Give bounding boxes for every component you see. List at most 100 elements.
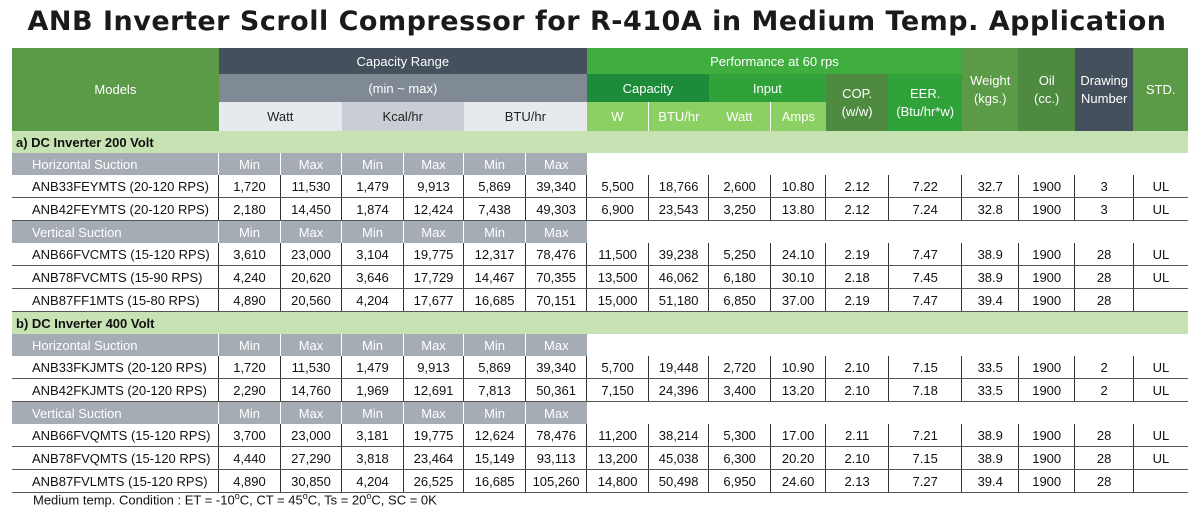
table-cell: 46,062 xyxy=(648,265,710,289)
table-cell: 2.11 xyxy=(825,424,889,447)
model-name: ANB33FEYMTS (20-120 RPS) xyxy=(12,175,220,198)
table-cell: 1,479 xyxy=(341,175,404,198)
group-row-spacer xyxy=(586,220,1188,243)
table-cell: 6,950 xyxy=(708,469,771,493)
header-std: STD. xyxy=(1133,48,1188,131)
min-label: Min xyxy=(341,153,404,175)
table-cell: 1900 xyxy=(1018,446,1076,470)
table-cell: 11,530 xyxy=(280,175,343,198)
table-cell: 3,250 xyxy=(708,197,771,221)
min-label: Min xyxy=(218,153,281,175)
table-cell: 38.9 xyxy=(961,243,1019,266)
table-cell: 5,500 xyxy=(586,175,649,198)
table-cell: 4,890 xyxy=(218,469,281,493)
table-cell: 20,620 xyxy=(280,265,343,289)
section-row: b) DC Inverter 400 Volt xyxy=(12,311,1188,334)
min-label: Min xyxy=(341,401,404,424)
section-title: a) DC Inverter 200 Volt xyxy=(12,131,1188,153)
table-cell: UL xyxy=(1133,175,1188,198)
table-cell: 24,396 xyxy=(648,378,710,402)
model-name: ANB87FF1MTS (15-80 RPS) xyxy=(12,288,220,312)
header-capacity: Capacity xyxy=(586,74,709,102)
table-cell: 2.12 xyxy=(825,175,889,198)
table-cell: UL xyxy=(1133,243,1188,266)
table-cell: 5,869 xyxy=(463,175,526,198)
table-cell xyxy=(1133,469,1188,493)
table-cell: 1900 xyxy=(1018,243,1076,266)
table-body: a) DC Inverter 200 Volt Horizontal Suctio… xyxy=(12,131,1188,493)
model-name: ANB42FEYMTS (20-120 RPS) xyxy=(12,197,220,221)
table-cell: 7.21 xyxy=(888,424,963,447)
table-cell: 32.7 xyxy=(961,175,1019,198)
table-cell: 20,560 xyxy=(280,288,343,312)
header-btu: BTU/hr xyxy=(463,102,587,131)
min-label: Min xyxy=(218,334,281,356)
table-row: ANB87FVLMTS (15-120 RPS) 4,890 30,850 4,204… xyxy=(12,469,1188,493)
table-cell: 4,440 xyxy=(218,446,281,470)
table-cell: 1900 xyxy=(1018,197,1076,221)
max-label: Max xyxy=(279,220,342,243)
table-cell: 7.15 xyxy=(888,356,963,379)
compressor-spec-table: Models Capacity Range Performance at 60 … xyxy=(12,48,1188,493)
table-cell: 1,720 xyxy=(218,175,281,198)
header-performance: Performance at 60 rps xyxy=(586,48,962,74)
table-cell: 6,900 xyxy=(586,197,649,221)
table-cell: 5,700 xyxy=(586,356,649,379)
table-cell: 3,818 xyxy=(341,446,404,470)
table-cell: 28 xyxy=(1074,446,1134,470)
table-row: ANB66FVCMTS (15-120 RPS) 3,610 23,000 3,104… xyxy=(12,243,1188,266)
table-cell: 23,000 xyxy=(280,243,343,266)
table-cell: 6,850 xyxy=(708,288,771,312)
table-cell: 14,450 xyxy=(280,197,343,221)
table-cell: 2.10 xyxy=(825,378,889,402)
table-cell: 5,869 xyxy=(463,356,526,379)
model-name: ANB33FKJMTS (20-120 RPS) xyxy=(12,356,220,379)
max-label: Max xyxy=(524,153,587,175)
table-cell: 17.00 xyxy=(770,424,827,447)
header-cop: COP. (w/w) xyxy=(825,74,889,131)
min-label: Min xyxy=(341,220,404,243)
table-cell: 17,729 xyxy=(403,265,465,289)
table-cell: UL xyxy=(1133,356,1188,379)
table-cell: 49,303 xyxy=(525,197,588,221)
table-cell: 1,969 xyxy=(341,378,404,402)
table-cell: 1,720 xyxy=(218,356,281,379)
table-cell: 13.80 xyxy=(770,197,827,221)
table-cell: 7,150 xyxy=(586,378,649,402)
table-cell: 13,500 xyxy=(586,265,649,289)
table-cell: 4,890 xyxy=(218,288,281,312)
model-name: ANB78FVCMTS (15-90 RPS) xyxy=(12,265,220,289)
table-cell: 28 xyxy=(1074,424,1134,447)
table-cell: 9,913 xyxy=(403,356,465,379)
section-row: a) DC Inverter 200 Volt xyxy=(12,131,1188,153)
table-cell: 23,000 xyxy=(280,424,343,447)
max-label: Max xyxy=(402,401,464,424)
table-cell: 39.4 xyxy=(961,469,1019,493)
table-cell: 93,113 xyxy=(525,446,588,470)
table-cell: 10.80 xyxy=(770,175,827,198)
table-row: ANB42FEYMTS (20-120 RPS) 2,180 14,450 1,874… xyxy=(12,197,1188,221)
table-cell: 2.19 xyxy=(825,243,889,266)
table-row: ANB33FKJMTS (20-120 RPS) 1,720 11,530 1,479… xyxy=(12,356,1188,379)
table-cell: 1900 xyxy=(1018,175,1076,198)
max-label: Max xyxy=(524,334,587,356)
table-cell: 3 xyxy=(1074,197,1134,221)
model-name: ANB78FVQMTS (15-120 RPS) xyxy=(12,446,220,470)
suction-group-label: Vertical Suction xyxy=(12,401,219,424)
header-oil: Oil (cc.) xyxy=(1018,48,1075,131)
table-cell: 50,361 xyxy=(525,378,588,402)
table-cell: 37.00 xyxy=(770,288,827,312)
header-amps: Amps xyxy=(769,102,826,131)
table-cell: 2 xyxy=(1074,378,1134,402)
table-cell: 7.47 xyxy=(888,243,963,266)
table-cell: 45,038 xyxy=(648,446,710,470)
table-cell: 38.9 xyxy=(961,265,1019,289)
suction-group-row: Vertical Suction Min Max Min Max Min Max xyxy=(12,220,1188,243)
table-cell: 15,149 xyxy=(463,446,526,470)
table-cell: UL xyxy=(1133,446,1188,470)
table-cell: 28 xyxy=(1074,243,1134,266)
table-cell: 7.45 xyxy=(888,265,963,289)
table-cell: 2 xyxy=(1074,356,1134,379)
table-cell: 7.22 xyxy=(888,175,963,198)
table-cell: 51,180 xyxy=(648,288,710,312)
